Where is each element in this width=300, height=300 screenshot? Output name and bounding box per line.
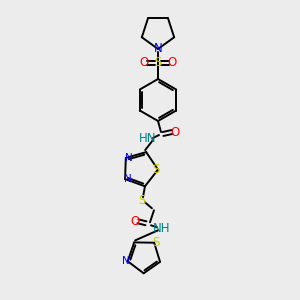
Text: N: N	[125, 153, 133, 163]
Text: O: O	[140, 56, 148, 70]
Text: O: O	[170, 125, 180, 139]
Text: N: N	[122, 256, 130, 266]
Text: N: N	[124, 174, 132, 184]
Text: NH: NH	[153, 222, 171, 235]
Text: N: N	[154, 43, 162, 56]
Text: S: S	[138, 194, 146, 207]
Text: S: S	[154, 56, 162, 70]
Text: O: O	[130, 215, 140, 228]
Text: HN: HN	[139, 133, 157, 146]
Text: S: S	[152, 236, 160, 249]
Text: O: O	[167, 56, 177, 70]
Text: S: S	[152, 163, 160, 176]
